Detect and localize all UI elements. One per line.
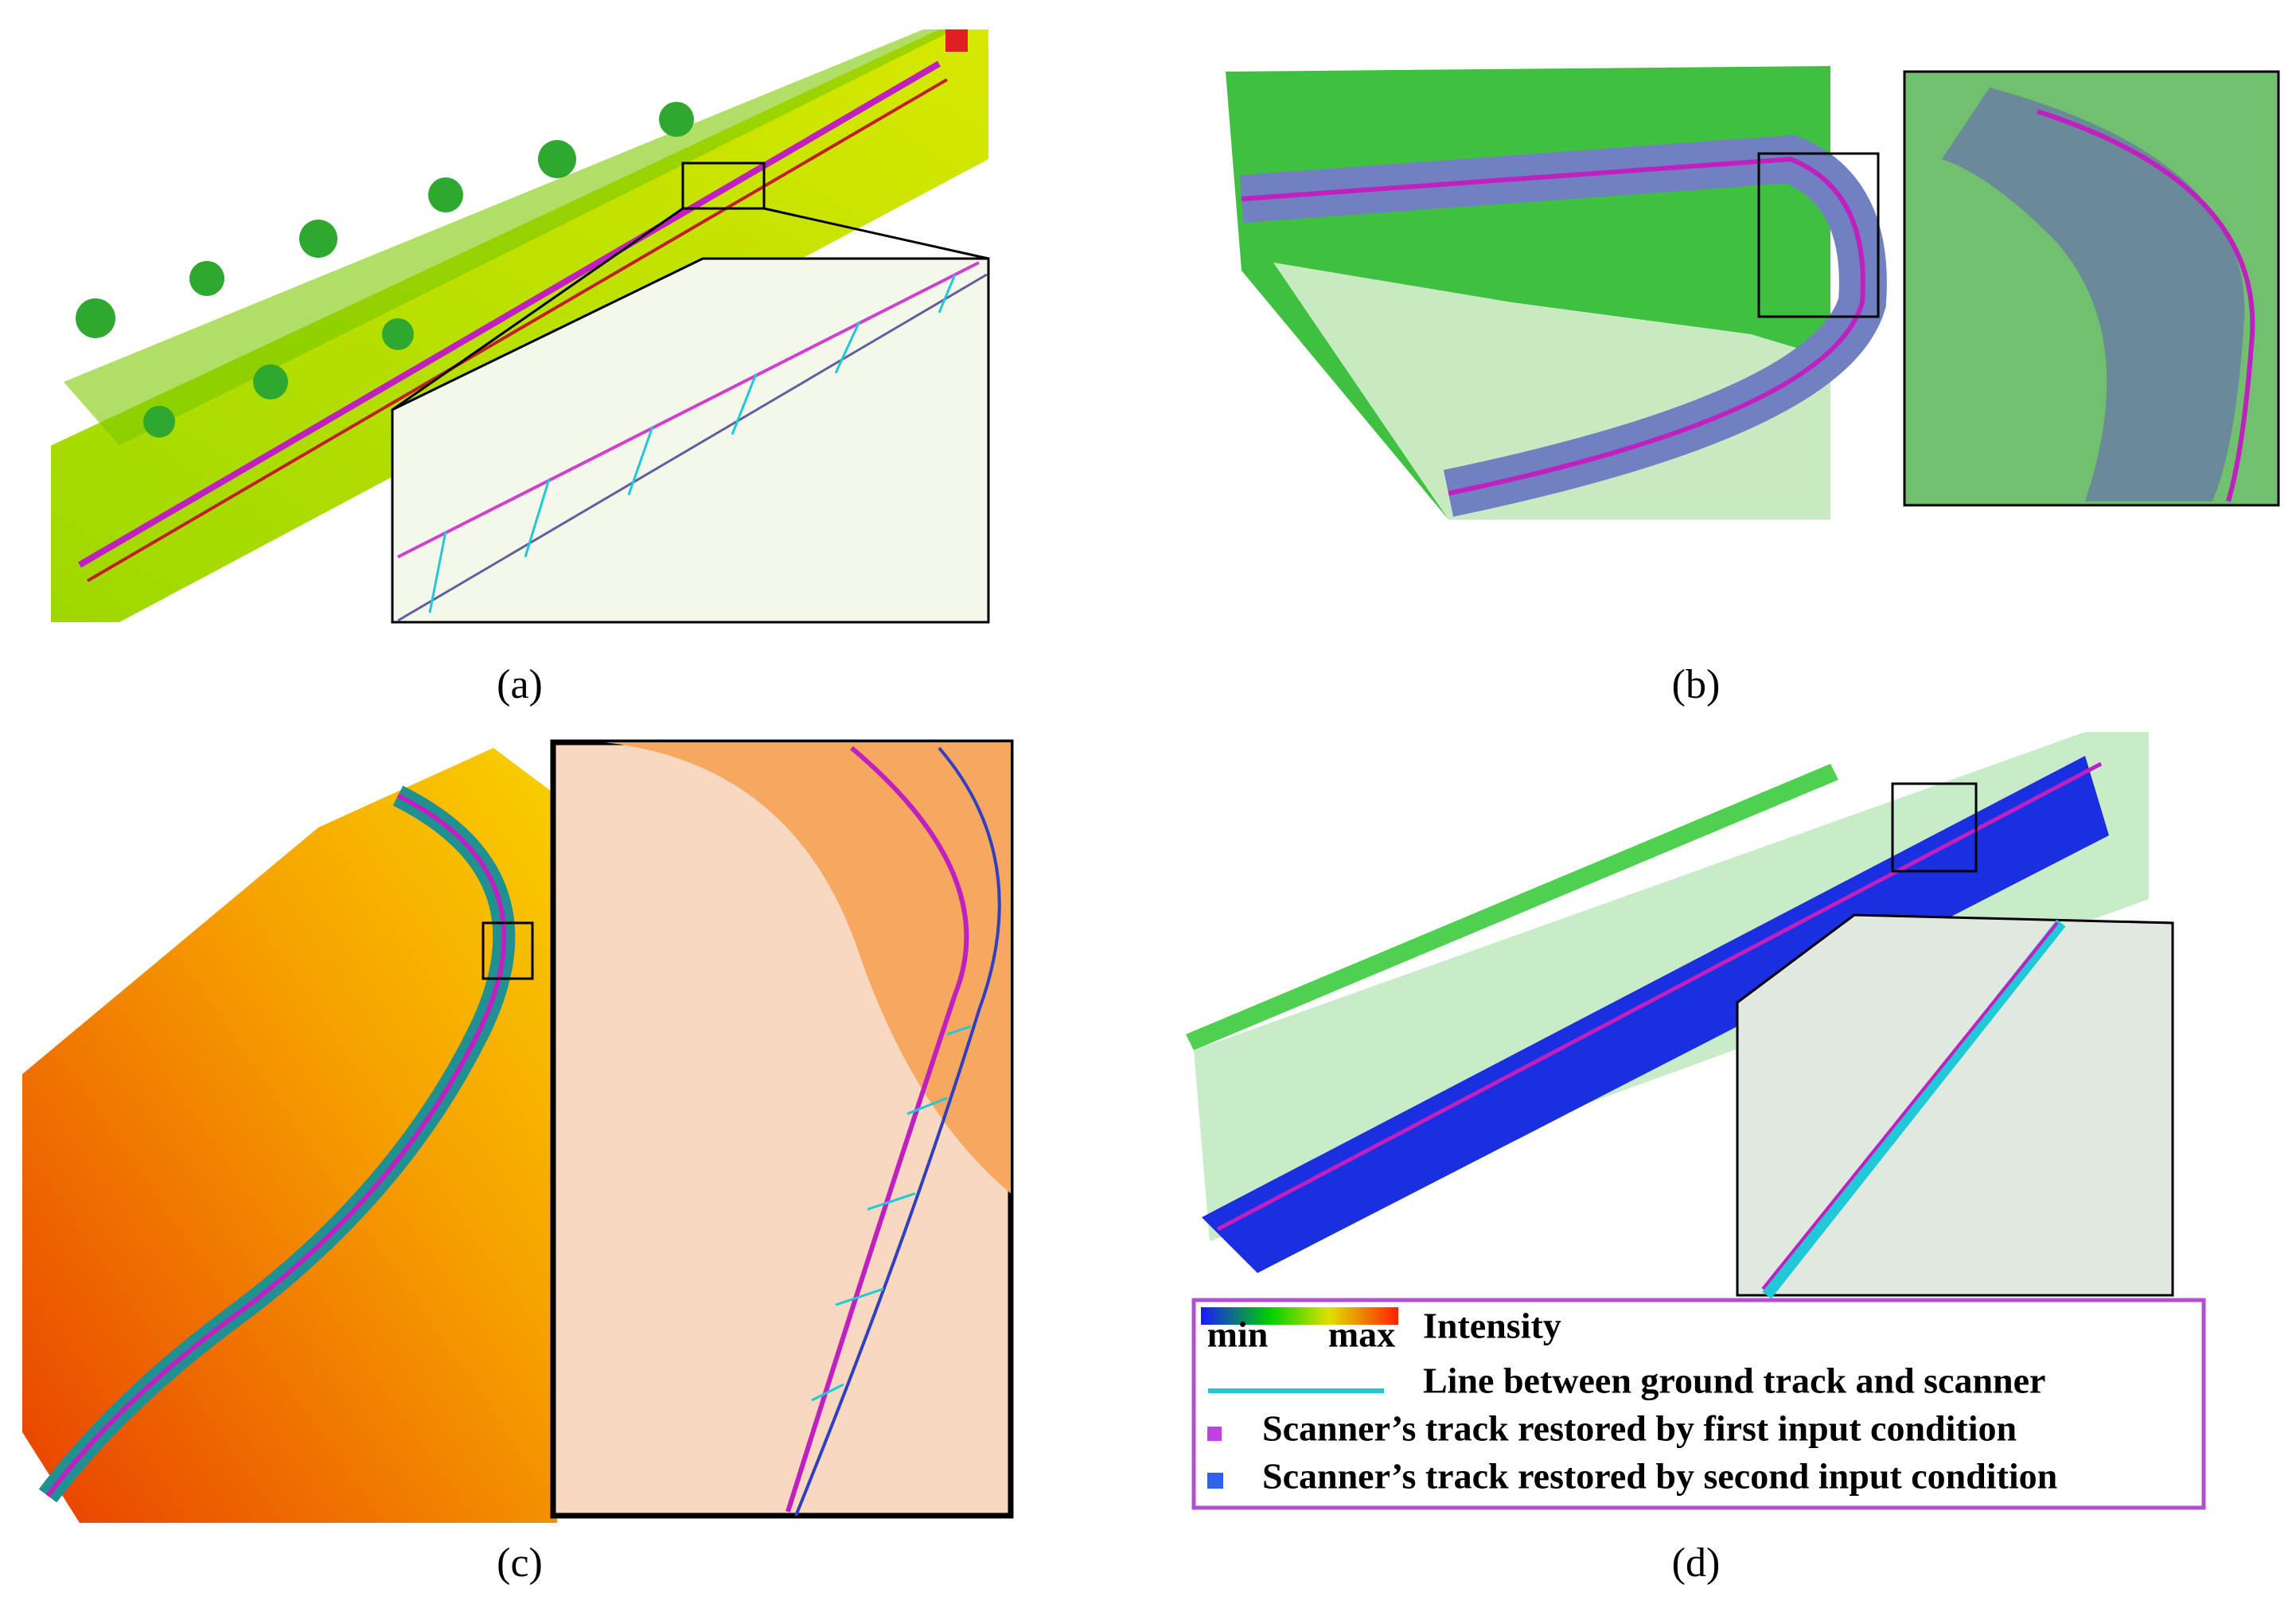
background: [51, 29, 716, 127]
road: [605, 742, 1011, 1193]
marker: [945, 29, 968, 52]
legend-swatch: [1207, 1427, 1222, 1441]
track: [1761, 921, 2059, 1291]
caption: (b): [1672, 662, 1721, 707]
track: [77, 60, 941, 568]
panel-b: [1226, 66, 2280, 520]
track: [1762, 919, 2066, 1299]
legend-min: min: [1207, 1314, 1269, 1355]
legend-label: Scanner’s track restored by second input…: [1262, 1456, 2057, 1497]
zoom-box: [1891, 782, 1978, 873]
track: [1216, 761, 2103, 1232]
legend-swatch: [1207, 1473, 1223, 1489]
zoom-line: [392, 207, 684, 411]
inset: [391, 257, 990, 624]
legend: min max Intensity Line between ground tr…: [1191, 1298, 2206, 1510]
track: [86, 78, 949, 582]
zoom-line: [763, 207, 989, 260]
track: [45, 793, 507, 1497]
zoom-box: [681, 162, 766, 210]
road: [1942, 88, 2245, 501]
track: [794, 746, 1001, 1516]
caption: (a): [497, 662, 543, 707]
track: [1241, 156, 1865, 496]
trees: [76, 102, 694, 438]
caption: (c): [497, 1540, 543, 1586]
zoom-box: [481, 921, 534, 980]
point-cloud: [22, 748, 557, 1523]
legend-label: Line between ground track and scanner: [1423, 1361, 2045, 1401]
legend-label: Scanner’s track restored by first input …: [1262, 1408, 2017, 1449]
track: [2037, 109, 2255, 502]
vegetation: [1273, 263, 1830, 520]
legend-max: max: [1328, 1314, 1395, 1355]
road: [1202, 756, 2109, 1273]
legend-label: Intensity: [1423, 1306, 1561, 1346]
vegetation: [64, 29, 955, 446]
legend-box: [1191, 1298, 2206, 1510]
track: [397, 261, 980, 559]
panel-d: [1186, 732, 2174, 1299]
scanner-lines: [811, 1025, 972, 1402]
track: [397, 273, 988, 622]
panel-a: [51, 29, 990, 624]
scanner-lines: [428, 274, 957, 613]
track: [785, 746, 969, 1513]
caption: (d): [1672, 1540, 1721, 1586]
point-cloud: [51, 29, 988, 622]
zoom-box: [1757, 152, 1880, 318]
color-bar: [1201, 1307, 1398, 1325]
panel-c: [22, 739, 1014, 1523]
vegetation: [1186, 764, 1838, 1050]
